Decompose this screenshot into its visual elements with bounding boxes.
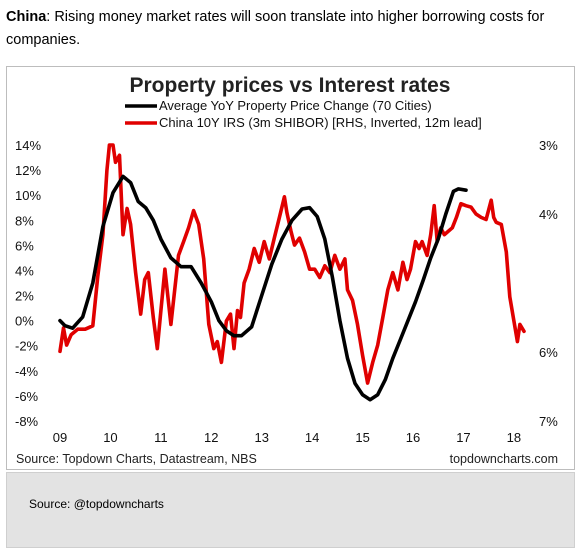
x-tick-label: 10	[103, 430, 117, 445]
x-tick-label: 15	[355, 430, 369, 445]
y-left-tick-label: 10%	[15, 188, 41, 203]
intro-paragraph: China: Rising money market rates will so…	[6, 6, 576, 52]
x-tick-label: 17	[456, 430, 470, 445]
y-left-tick-label: 14%	[15, 138, 41, 153]
y-left-tick-label: -8%	[15, 414, 39, 429]
chart-title: Property prices vs Interest rates	[130, 74, 451, 97]
chart-source: Source: Topdown Charts, Datastream, NBS	[16, 452, 257, 466]
x-tick-label: 09	[53, 430, 67, 445]
chart-footer: Source: Topdown Charts, Datastream, NBS …	[16, 452, 558, 466]
chart-frame: Property prices vs Interest rates Averag…	[6, 66, 575, 470]
source-text: Source: @topdowncharts	[29, 497, 164, 511]
chart-watermark: topdowncharts.com	[450, 452, 558, 466]
y-left-tick-label: 4%	[15, 263, 34, 278]
source-box: Source: @topdowncharts	[6, 472, 575, 548]
y-left-tick-label: -4%	[15, 364, 39, 379]
chart-text-layer: Property prices vs Interest rates	[130, 74, 451, 97]
y-right-tick-label: 3%	[539, 138, 558, 153]
intro-country: China	[6, 9, 47, 25]
intro-text: : Rising money market rates will soon tr…	[6, 9, 545, 48]
y-left-tick-label: 0%	[15, 314, 34, 329]
x-tick-label: 11	[154, 430, 168, 445]
x-tick-label: 13	[254, 430, 268, 445]
y-left-tick-label: -2%	[15, 339, 39, 354]
series-line-1	[58, 174, 468, 402]
y-left-tick-label: 8%	[15, 213, 34, 228]
chart-axes: 14% 12% 10% 8% 6% 4% 2% 0% -2% -4% -6% -8% 3% 4% 6% 7% 0…	[15, 138, 558, 445]
chart-lines	[58, 143, 526, 402]
x-tick-label: 16	[406, 430, 420, 445]
legend-label-1: Average YoY Property Price Change (70 Ci…	[159, 98, 432, 113]
y-left-tick-label: 12%	[15, 163, 41, 178]
y-right-tick-label: 4%	[539, 207, 558, 222]
y-left-tick-label: 2%	[15, 289, 34, 304]
y-left-tick-label: -6%	[15, 389, 39, 404]
y-right-tick-label: 7%	[539, 414, 558, 429]
y-left-tick-label: 6%	[15, 238, 34, 253]
x-tick-label: 18	[507, 430, 521, 445]
legend-label-2: China 10Y IRS (3m SHIBOR) [RHS, Inverted…	[159, 115, 482, 130]
x-tick-label: 12	[204, 430, 218, 445]
chart-svg: Property prices vs Interest rates Averag…	[15, 74, 558, 466]
chart-legend: Average YoY Property Price Change (70 Ci…	[125, 98, 482, 130]
y-right-tick-label: 6%	[539, 345, 558, 360]
x-tick-label: 14	[305, 430, 319, 445]
series-line-2	[58, 143, 526, 385]
